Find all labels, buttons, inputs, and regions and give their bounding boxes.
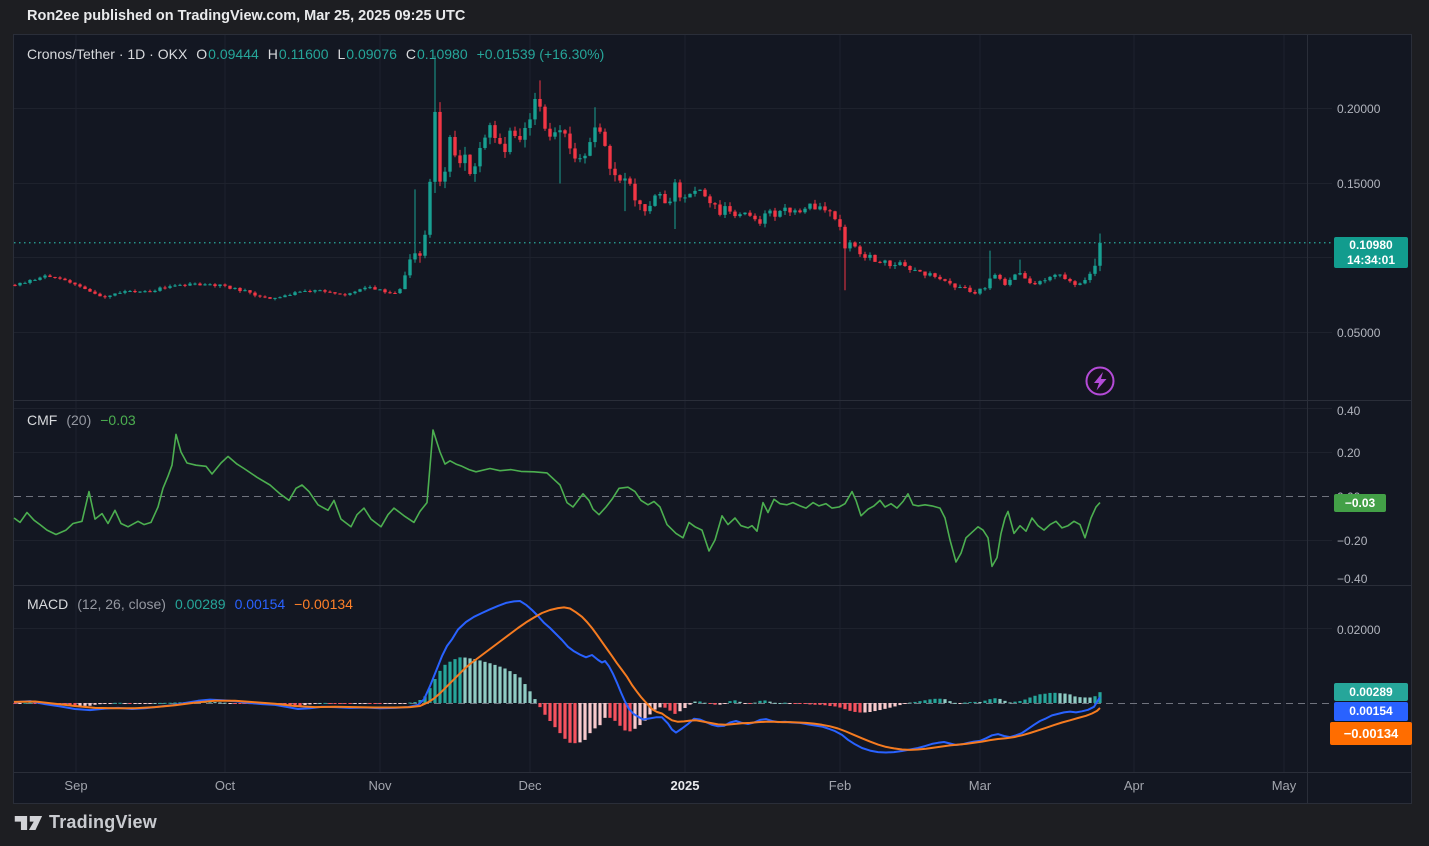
price-axis-label[interactable]: 0.20000: [1337, 101, 1381, 116]
macd-hist-value: 0.00289: [174, 596, 226, 612]
macd-line-badge: 0.00154: [1334, 702, 1408, 721]
macd-histogram: [13, 657, 1102, 744]
tradingview-logo-icon[interactable]: [13, 813, 43, 833]
cmf-value-badge: −0.03: [1334, 494, 1386, 512]
macd-axis-label[interactable]: 0.02000: [1337, 623, 1381, 637]
footer: TradingView: [13, 812, 157, 833]
cmf-axis-label[interactable]: 0.40: [1337, 404, 1361, 418]
cmf-title[interactable]: CMF: [27, 412, 58, 428]
last-price-value: 0.10980: [1349, 237, 1393, 252]
ohlc-close: C 0.10980: [405, 46, 468, 62]
tradingview-wordmark[interactable]: TradingView: [49, 812, 157, 832]
time-axis-label[interactable]: Nov: [368, 778, 392, 793]
time-axis-label[interactable]: Feb: [828, 778, 852, 793]
chart-canvas[interactable]: [13, 34, 1412, 804]
cmf-params: (20): [66, 412, 92, 428]
horizontal-gridlines: [14, 108, 1334, 704]
cmf-line: [13, 429, 1101, 568]
candle-countdown: 14:34:01: [1346, 252, 1396, 267]
price-axis-label[interactable]: 0.15000: [1337, 176, 1381, 191]
candles: [13, 55, 1102, 301]
symbol-title[interactable]: Cronos/Tether · 1D · OKX: [27, 46, 188, 62]
cmf-axis-label[interactable]: −0.20: [1337, 533, 1368, 548]
symbol-legend: Cronos/Tether · 1D · OKX O 0.09444 H 0.116…: [27, 46, 604, 62]
ohlc-open: O 0.09444: [196, 46, 259, 62]
macd-line-value: 0.00154: [234, 596, 286, 612]
chart-container: [13, 34, 1412, 804]
ohlc-low: L 0.09076: [337, 46, 397, 62]
macd-params: (12, 26, close): [77, 596, 166, 612]
cmf-axis-label[interactable]: 0.20: [1337, 445, 1361, 460]
cmf-value: −0.03: [100, 412, 136, 428]
macd-signal-value: −0.00134: [294, 596, 353, 612]
macd-hist-badge: 0.00289: [1334, 683, 1408, 701]
ohlc-high: H 0.11600: [267, 46, 329, 62]
macd-signal-badge: −0.00134: [1330, 722, 1412, 745]
time-axis-label[interactable]: May: [1271, 778, 1297, 793]
time-axis-label[interactable]: Mar: [968, 778, 992, 793]
macd-line: [13, 600, 1101, 754]
attribution-text: Ron2ee published on TradingView.com, Mar…: [27, 8, 466, 24]
price-change: +0.01539 (+16.30%): [476, 46, 605, 62]
last-price-badge: 0.10980 14:34:01: [1334, 237, 1408, 268]
macd-title[interactable]: MACD: [27, 596, 69, 612]
macd-signal-line: [13, 606, 1101, 751]
cmf-legend: CMF (20) −0.03: [27, 412, 136, 428]
time-axis-label[interactable]: Oct: [214, 778, 236, 793]
lightning-button[interactable]: [1085, 366, 1115, 396]
macd-legend: MACD (12, 26, close) 0.00289 0.00154 −0.…: [27, 596, 353, 612]
time-axis-label[interactable]: Sep: [64, 778, 88, 793]
time-axis-label[interactable]: 2025: [670, 778, 700, 793]
time-axis-label[interactable]: Dec: [518, 778, 542, 793]
time-axis-label[interactable]: Apr: [1123, 778, 1145, 793]
cmf-axis-label[interactable]: −0.40: [1337, 572, 1368, 586]
vertical-gridlines: [75, 35, 1285, 772]
price-axis-label[interactable]: 0.05000: [1337, 325, 1381, 340]
